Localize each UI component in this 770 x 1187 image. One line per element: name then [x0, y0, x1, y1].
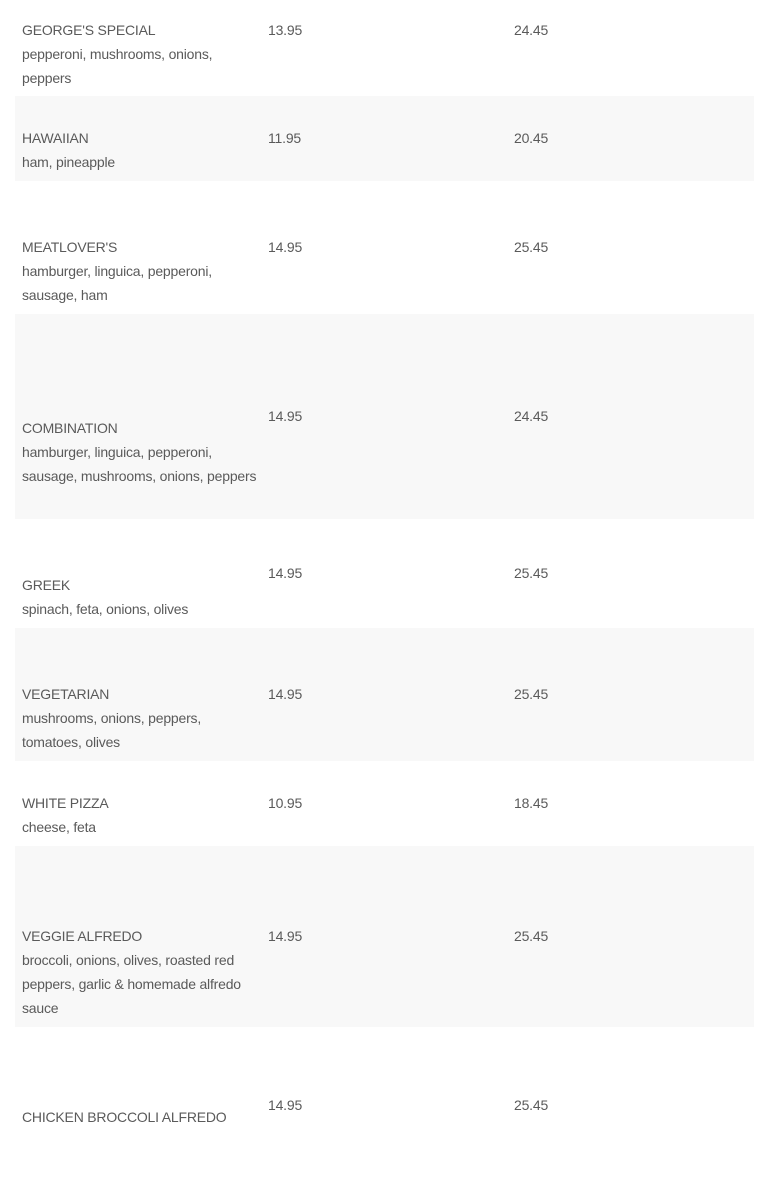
price-large: 25.45 — [514, 686, 549, 702]
item-name-cell: CHICKEN BROCCOLI ALFREDO — [22, 1105, 260, 1129]
item-name: GEORGE'S SPECIAL — [22, 22, 156, 38]
price-small: 14.95 — [268, 565, 303, 581]
item-description: ham, pineapple — [22, 154, 115, 170]
item-name-cell: HAWAIIAN ham, pineapple — [22, 126, 260, 174]
item-name-cell: VEGGIE ALFREDO broccoli, onions, olives, … — [22, 924, 260, 1020]
item-name-cell: COMBINATION hamburger, linguica, pepperon… — [22, 416, 260, 488]
item-name: CHICKEN BROCCOLI ALFREDO — [22, 1109, 227, 1125]
price-small: 14.95 — [268, 239, 303, 255]
price-small: 14.95 — [268, 1097, 303, 1113]
menu-row: WHITE PIZZA cheese, feta 10.95 18.45 — [15, 761, 754, 846]
item-name-cell: GREEK spinach, feta, onions, olives — [22, 573, 260, 621]
price-large: 20.45 — [514, 130, 549, 146]
item-name: HAWAIIAN — [22, 130, 89, 146]
item-name-cell: WHITE PIZZA cheese, feta — [22, 791, 260, 839]
price-large: 25.45 — [514, 1097, 549, 1113]
menu-row: CHICKEN BROCCOLI ALFREDO 14.95 25.45 — [15, 1027, 754, 1187]
item-description: hamburger, linguica, pepperoni, sausage,… — [22, 263, 212, 303]
price-large: 24.45 — [514, 408, 549, 424]
item-name: VEGGIE ALFREDO — [22, 928, 143, 944]
item-description: spinach, feta, onions, olives — [22, 601, 189, 617]
price-small: 14.95 — [268, 928, 303, 944]
menu-row: HAWAIIAN ham, pineapple 11.95 20.45 — [15, 96, 754, 181]
item-name: WHITE PIZZA — [22, 795, 109, 811]
item-name: MEATLOVER'S — [22, 239, 118, 255]
item-name-cell: GEORGE'S SPECIAL pepperoni, mushrooms, on… — [22, 18, 260, 90]
item-description: hamburger, linguica, pepperoni, sausage,… — [22, 444, 257, 484]
item-description: mushrooms, onions, peppers, tomatoes, ol… — [22, 710, 202, 750]
price-small: 10.95 — [268, 795, 303, 811]
item-name: VEGETARIAN — [22, 686, 110, 702]
item-description: cheese, feta — [22, 819, 96, 835]
price-small: 14.95 — [268, 686, 303, 702]
item-name-cell: MEATLOVER'S hamburger, linguica, pepperon… — [22, 235, 260, 307]
menu-row: VEGETARIAN mushrooms, onions, peppers, to… — [15, 628, 754, 761]
item-description: pepperoni, mushrooms, onions, peppers — [22, 46, 213, 86]
price-small: 11.95 — [268, 130, 301, 146]
item-description: broccoli, onions, olives, roasted red pe… — [22, 952, 241, 1016]
price-small: 13.95 — [268, 22, 303, 38]
item-name-cell: VEGETARIAN mushrooms, onions, peppers, to… — [22, 682, 260, 754]
pizza-menu-table: GEORGE'S SPECIAL pepperoni, mushrooms, on… — [15, 0, 754, 1187]
price-large: 25.45 — [514, 239, 549, 255]
price-small: 14.95 — [268, 408, 303, 424]
price-large: 25.45 — [514, 928, 549, 944]
item-name: COMBINATION — [22, 420, 118, 436]
price-large: 24.45 — [514, 22, 549, 38]
price-large: 18.45 — [514, 795, 549, 811]
menu-row: GREEK spinach, feta, onions, olives 14.95… — [15, 519, 754, 628]
item-name: GREEK — [22, 577, 71, 593]
menu-row: VEGGIE ALFREDO broccoli, onions, olives, … — [15, 846, 754, 1027]
price-large: 25.45 — [514, 565, 549, 581]
menu-row: COMBINATION hamburger, linguica, pepperon… — [15, 314, 754, 519]
menu-row: GEORGE'S SPECIAL pepperoni, mushrooms, on… — [15, 0, 754, 96]
menu-row: MEATLOVER'S hamburger, linguica, pepperon… — [15, 181, 754, 314]
